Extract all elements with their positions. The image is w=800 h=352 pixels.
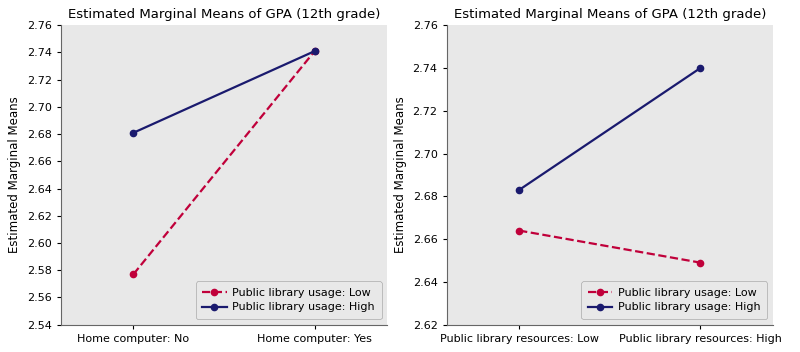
Line: Public library usage: Low: Public library usage: Low — [130, 48, 318, 277]
Public library usage: Low: (1, 2.74): Low: (1, 2.74) — [310, 49, 319, 53]
Public library usage: High: (0, 2.68): High: (0, 2.68) — [129, 131, 138, 135]
Title: Estimated Marginal Means of GPA (12th grade): Estimated Marginal Means of GPA (12th gr… — [68, 8, 380, 21]
Public library usage: High: (1, 2.74): High: (1, 2.74) — [695, 66, 705, 70]
Title: Estimated Marginal Means of GPA (12th grade): Estimated Marginal Means of GPA (12th gr… — [454, 8, 766, 21]
Y-axis label: Estimated Marginal Means: Estimated Marginal Means — [394, 96, 407, 253]
Legend: Public library usage: Low, Public library usage: High: Public library usage: Low, Public librar… — [196, 281, 382, 319]
Legend: Public library usage: Low, Public library usage: High: Public library usage: Low, Public librar… — [582, 281, 767, 319]
Public library usage: Low: (0, 2.66): Low: (0, 2.66) — [514, 228, 524, 233]
Public library usage: High: (0, 2.68): High: (0, 2.68) — [514, 188, 524, 192]
Line: Public library usage: Low: Public library usage: Low — [516, 227, 703, 266]
Line: Public library usage: High: Public library usage: High — [130, 48, 318, 136]
Public library usage: Low: (1, 2.65): Low: (1, 2.65) — [695, 260, 705, 265]
Public library usage: High: (1, 2.74): High: (1, 2.74) — [310, 49, 319, 53]
Public library usage: Low: (0, 2.58): Low: (0, 2.58) — [129, 272, 138, 276]
Y-axis label: Estimated Marginal Means: Estimated Marginal Means — [8, 96, 22, 253]
Line: Public library usage: High: Public library usage: High — [516, 65, 703, 193]
